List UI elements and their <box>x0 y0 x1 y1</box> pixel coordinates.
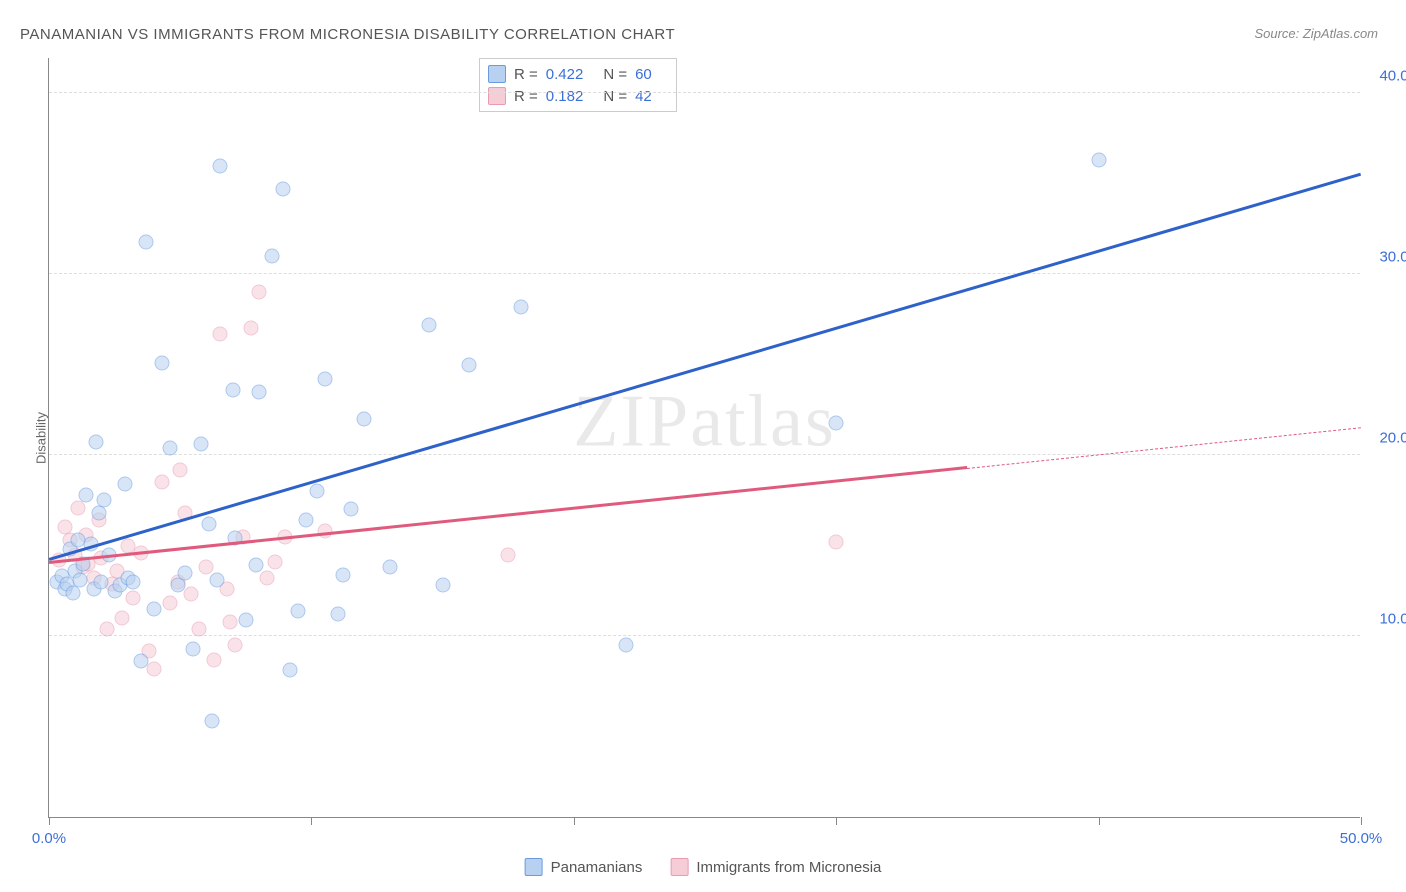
data-point-panamanians <box>170 578 185 593</box>
y-axis-label: Disability <box>34 411 49 463</box>
x-tick <box>1099 817 1100 825</box>
data-point-micronesia <box>183 587 198 602</box>
stats-row-panamanians: R = 0.422 N = 60 <box>488 63 664 85</box>
data-point-panamanians <box>154 355 169 370</box>
data-point-micronesia <box>501 547 516 562</box>
data-point-panamanians <box>383 560 398 575</box>
data-point-panamanians <box>118 477 133 492</box>
stats-row-micronesia: R = 0.182 N = 42 <box>488 85 664 107</box>
data-point-panamanians <box>238 612 253 627</box>
data-point-micronesia <box>99 621 114 636</box>
legend-swatch-panamanians <box>525 858 543 876</box>
data-point-micronesia <box>228 638 243 653</box>
data-point-micronesia <box>125 591 140 606</box>
data-point-panamanians <box>225 382 240 397</box>
data-point-micronesia <box>191 621 206 636</box>
y-tick-label: 40.0% <box>1379 68 1406 85</box>
data-point-panamanians <box>194 437 209 452</box>
legend-label-micronesia: Immigrants from Micronesia <box>696 859 881 876</box>
data-point-panamanians <box>317 372 332 387</box>
data-point-panamanians <box>275 182 290 197</box>
data-point-micronesia <box>70 500 85 515</box>
data-point-micronesia <box>207 652 222 667</box>
x-tick <box>1361 817 1362 825</box>
data-point-panamanians <box>435 578 450 593</box>
plot-area: Disability ZIPatlas R = 0.422 N = 60 R =… <box>48 58 1360 818</box>
data-point-panamanians <box>461 357 476 372</box>
x-tick <box>311 817 312 825</box>
data-point-panamanians <box>209 572 224 587</box>
legend-item-micronesia: Immigrants from Micronesia <box>670 858 881 876</box>
data-point-panamanians <box>186 641 201 656</box>
data-point-panamanians <box>356 411 371 426</box>
legend-item-panamanians: Panamanians <box>525 858 643 876</box>
data-point-panamanians <box>343 502 358 517</box>
data-point-panamanians <box>78 487 93 502</box>
data-point-micronesia <box>251 285 266 300</box>
trend-line-micronesia-dashed <box>967 427 1361 469</box>
gridline <box>49 635 1360 636</box>
data-point-panamanians <box>251 384 266 399</box>
data-point-panamanians <box>178 565 193 580</box>
correlation-stats-box: R = 0.422 N = 60 R = 0.182 N = 42 <box>479 58 677 112</box>
data-point-panamanians <box>309 484 324 499</box>
data-point-micronesia <box>154 475 169 490</box>
trend-line-panamanians <box>49 172 1362 560</box>
gridline <box>49 454 1360 455</box>
data-point-micronesia <box>244 321 259 336</box>
bottom-legend: Panamanians Immigrants from Micronesia <box>525 858 882 876</box>
y-tick-label: 30.0% <box>1379 249 1406 266</box>
data-point-panamanians <box>265 249 280 264</box>
y-tick-label: 10.0% <box>1379 611 1406 628</box>
data-point-panamanians <box>146 601 161 616</box>
legend-swatch-micronesia <box>670 858 688 876</box>
data-point-panamanians <box>202 516 217 531</box>
data-point-panamanians <box>335 567 350 582</box>
x-tick-label: 0.0% <box>32 830 66 847</box>
swatch-micronesia <box>488 87 506 105</box>
x-tick <box>49 817 50 825</box>
gridline <box>49 92 1360 93</box>
data-point-micronesia <box>199 560 214 575</box>
data-point-panamanians <box>65 585 80 600</box>
data-point-micronesia <box>212 326 227 341</box>
data-point-panamanians <box>249 558 264 573</box>
data-point-panamanians <box>299 513 314 528</box>
data-point-panamanians <box>514 299 529 314</box>
data-point-panamanians <box>330 607 345 622</box>
data-point-micronesia <box>223 614 238 629</box>
x-tick-label: 50.0% <box>1340 830 1383 847</box>
y-tick-label: 20.0% <box>1379 430 1406 447</box>
data-point-panamanians <box>212 158 227 173</box>
data-point-micronesia <box>115 610 130 625</box>
data-point-micronesia <box>259 571 274 586</box>
data-point-panamanians <box>139 234 154 249</box>
data-point-panamanians <box>133 654 148 669</box>
data-point-micronesia <box>162 596 177 611</box>
legend-label-panamanians: Panamanians <box>551 859 643 876</box>
source-attribution: Source: ZipAtlas.com <box>1254 26 1378 41</box>
data-point-panamanians <box>422 317 437 332</box>
data-point-micronesia <box>146 661 161 676</box>
data-point-panamanians <box>829 415 844 430</box>
gridline <box>49 273 1360 274</box>
x-tick <box>574 817 575 825</box>
data-point-panamanians <box>125 574 140 589</box>
chart-title: PANAMANIAN VS IMMIGRANTS FROM MICRONESIA… <box>20 26 675 43</box>
data-point-panamanians <box>89 435 104 450</box>
data-point-panamanians <box>162 440 177 455</box>
data-point-panamanians <box>291 603 306 618</box>
data-point-panamanians <box>619 638 634 653</box>
data-point-micronesia <box>829 534 844 549</box>
x-tick <box>836 817 837 825</box>
swatch-panamanians <box>488 65 506 83</box>
data-point-panamanians <box>97 493 112 508</box>
data-point-micronesia <box>267 554 282 569</box>
data-point-micronesia <box>173 462 188 477</box>
data-point-panamanians <box>204 714 219 729</box>
data-point-panamanians <box>283 663 298 678</box>
data-point-panamanians <box>1091 153 1106 168</box>
